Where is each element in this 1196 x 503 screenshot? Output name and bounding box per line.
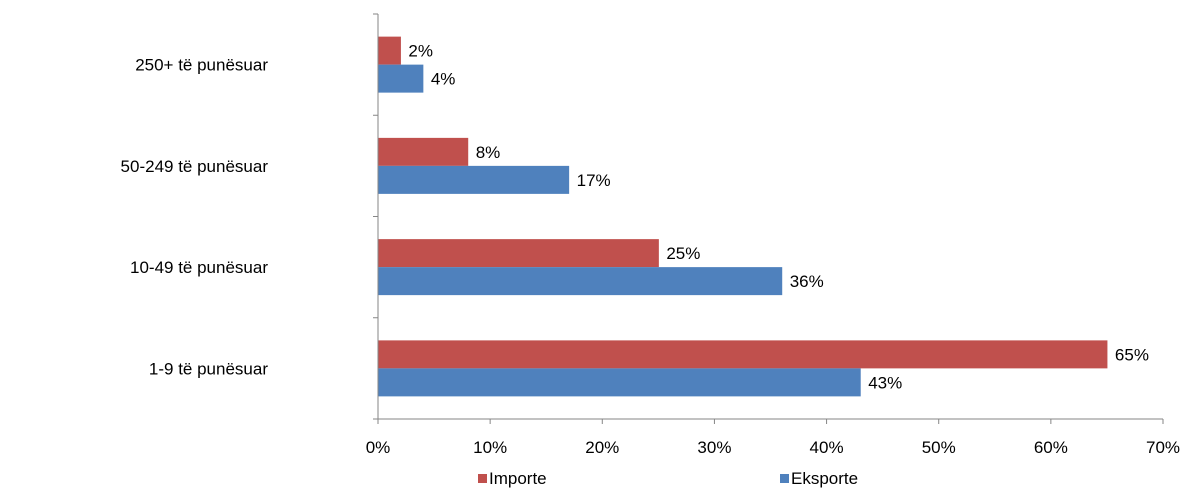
category-label: 250+ të punësuar (135, 56, 268, 75)
category-label: 10-49 të punësuar (130, 258, 268, 277)
bar-importe (378, 340, 1108, 369)
data-label-importe: 65% (1115, 345, 1149, 364)
bar-eksporte (378, 165, 570, 194)
data-label-eksporte: 36% (790, 272, 824, 291)
bar-eksporte (378, 368, 861, 397)
category-label: 50-249 të punësuar (121, 157, 269, 176)
x-tick-label: 50% (922, 438, 956, 457)
x-tick-label: 70% (1146, 438, 1180, 457)
x-tick-label: 10% (473, 438, 507, 457)
data-label-eksporte: 4% (431, 70, 456, 89)
x-tick-label: 0% (366, 438, 391, 457)
x-tick-label: 60% (1034, 438, 1068, 457)
legend-label-eksporte: Eksporte (791, 469, 858, 488)
bar-importe (378, 36, 401, 65)
legend-swatch-eksporte (780, 474, 789, 483)
category-label: 1-9 të punësuar (149, 359, 268, 378)
data-label-importe: 8% (476, 143, 501, 162)
x-tick-label: 20% (585, 438, 619, 457)
data-label-eksporte: 17% (577, 171, 611, 190)
data-label-eksporte: 43% (868, 373, 902, 392)
bar-eksporte (378, 267, 783, 296)
bar-importe (378, 137, 469, 166)
legend-swatch-importe (478, 474, 487, 483)
data-label-importe: 25% (666, 244, 700, 263)
legend-label-importe: Importe (489, 469, 547, 488)
bar-importe (378, 239, 659, 268)
bar-eksporte (378, 64, 424, 93)
x-tick-label: 40% (810, 438, 844, 457)
x-tick-label: 30% (697, 438, 731, 457)
data-label-importe: 2% (408, 42, 433, 61)
